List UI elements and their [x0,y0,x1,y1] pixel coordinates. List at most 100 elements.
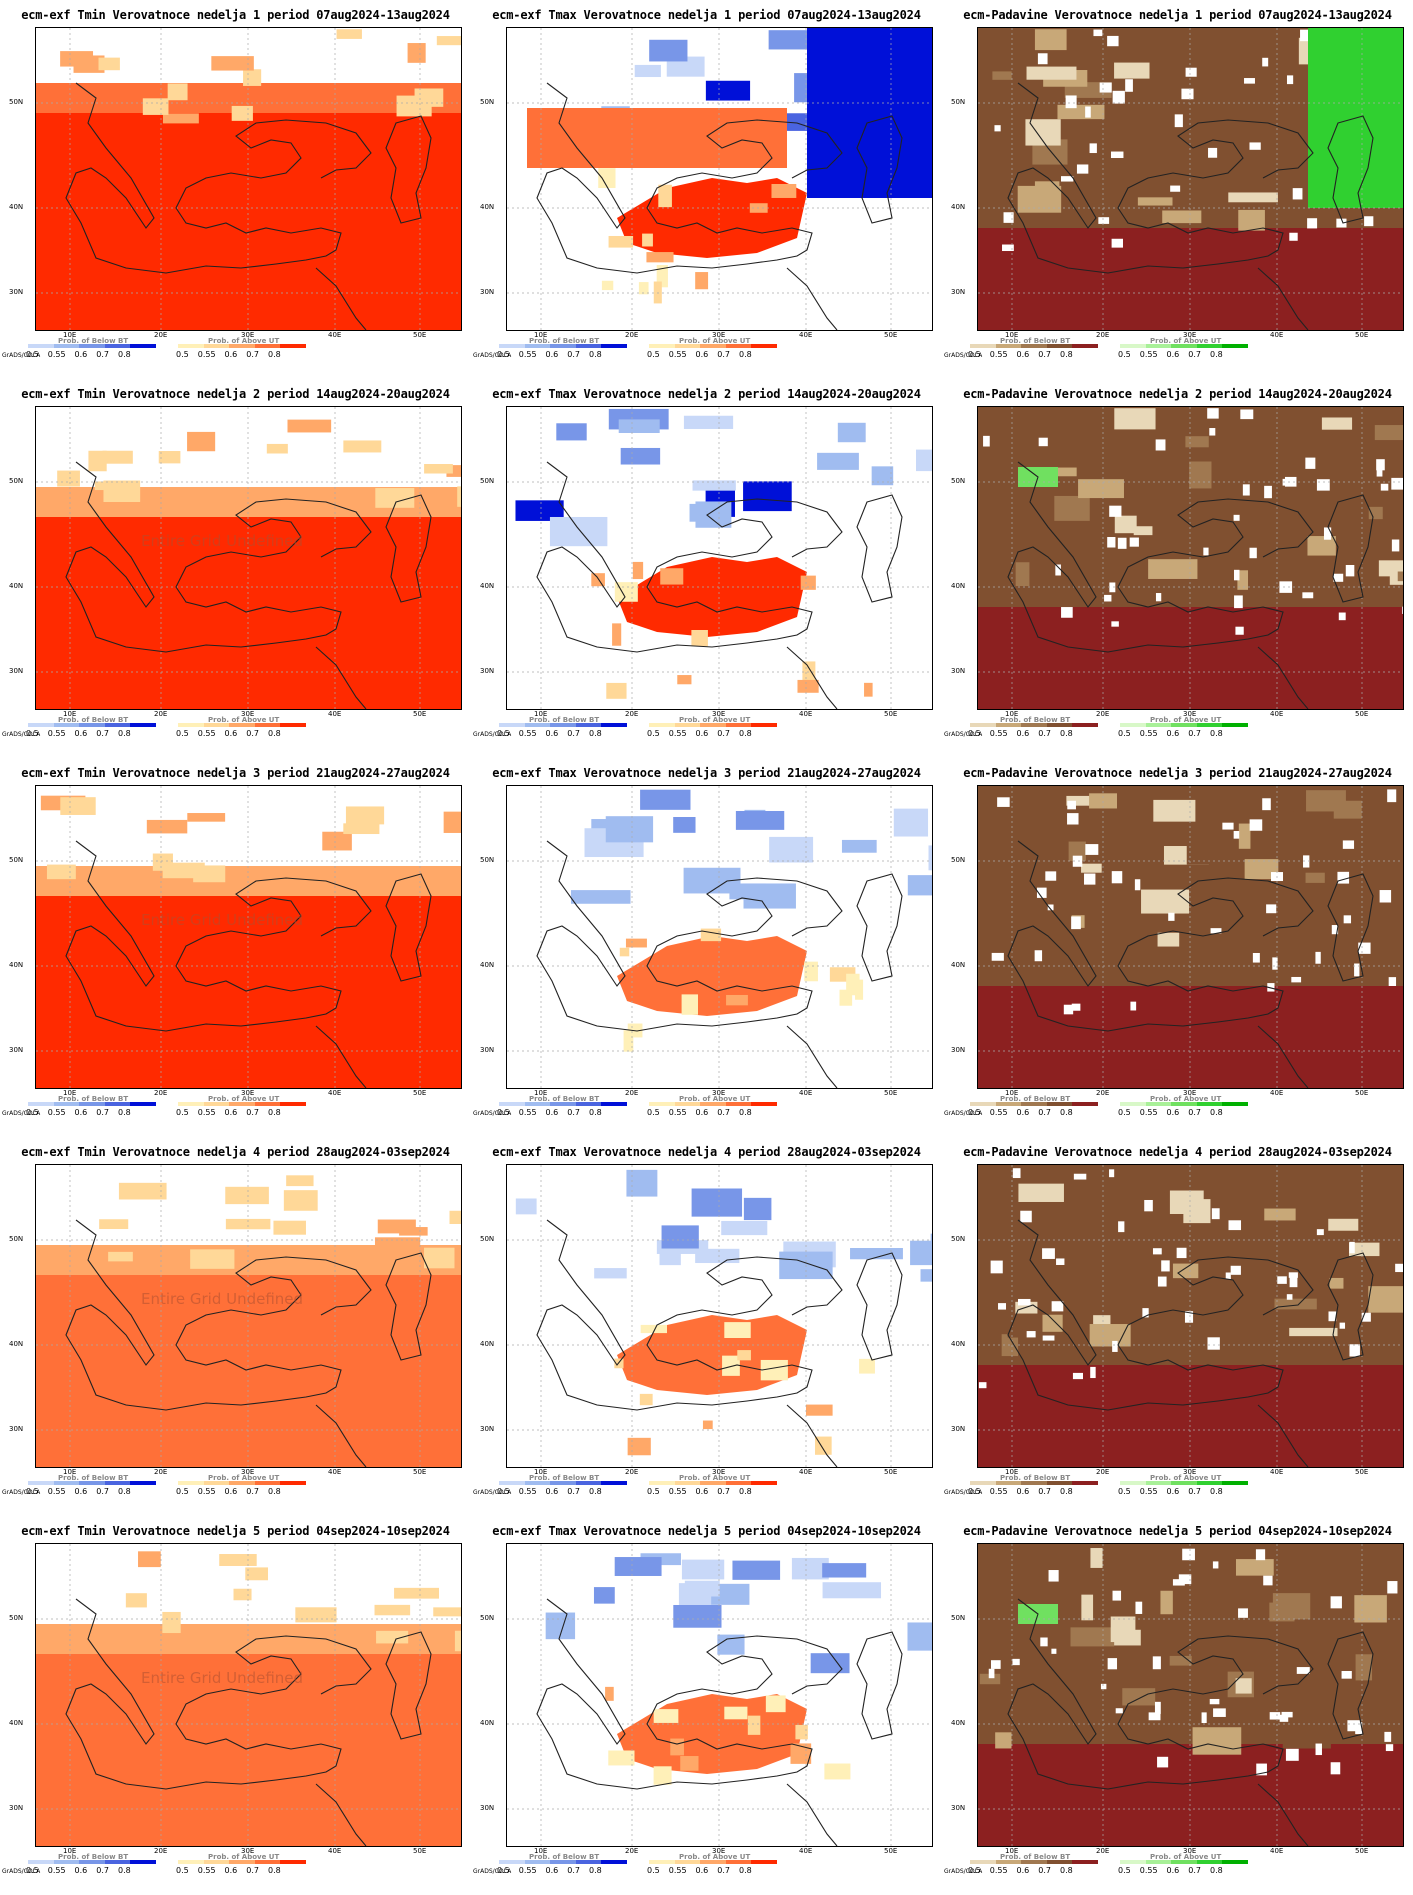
legend-color-bar [1120,344,1248,348]
legend-swatch [280,344,306,348]
legend-tick-label: 0.8 [1210,1866,1223,1875]
legend-swatch [1046,1481,1073,1485]
legend-swatch [1145,344,1172,348]
map-canvas [507,1165,932,1467]
legend-swatch [1171,1481,1197,1485]
legend-title: Prob. of Below BT [1000,1474,1071,1482]
map-patch [683,415,734,429]
legend-swatch [700,723,726,727]
undefined-grid-note: Entire Grid Undefined [141,1669,304,1687]
legend-ticks: 0.5 0.55 0.6 0.7 0.8 [26,1487,140,1496]
map-patch [1235,1559,1274,1576]
lon-label: 30E [712,710,726,718]
legend-swatch [995,1481,1022,1485]
legend-ticks: 0.5 0.55 0.6 0.7 0.8 [1118,1108,1232,1117]
legend-swatch [499,344,525,348]
legend-title: Prob. of Above UT [1150,337,1222,345]
legend-tick-label: 0.7 [567,1108,581,1117]
legend-tick-label: 0.7 [717,1108,731,1117]
map-patch [1114,515,1137,534]
map-patch [1300,29,1313,42]
lon-label: 20E [1096,331,1110,339]
lat-label: 50N [951,98,966,106]
map-patch [1040,1637,1048,1647]
legend-tick-label: 0.5 [1118,1108,1131,1117]
legend-title: Prob. of Above UT [208,1095,280,1103]
legend-swatch [229,723,255,727]
legend-color-bar [28,1860,156,1864]
map-patch [673,1604,722,1628]
map-patch [1070,1627,1115,1647]
legend-swatch [700,344,726,348]
legend-swatch [1046,723,1073,727]
legend-swatch [601,1860,627,1864]
legend-tick-label: 0.5 [647,1108,660,1117]
lat-label: 30N [480,288,495,296]
legend-swatch [254,1860,281,1864]
caspian-coastline [385,115,432,224]
grads-credit: GrADS/COLA [473,352,512,359]
legend-tick-label: 0.7 [96,1108,110,1117]
lon-label: 20E [154,710,168,718]
red-sea-coastline [315,1783,367,1846]
map-patch [1112,1590,1122,1601]
map-patch [640,789,691,810]
caspian-coastline [385,1252,432,1361]
map-patch [769,836,814,863]
forecast-panel: ecm-exf Tmin Verovatnoce nedelja 3 perio… [0,758,471,1137]
map-patch [549,516,608,547]
map-patch [1368,1286,1403,1313]
map-patch [108,1251,133,1262]
legend-title: Prob. of Below BT [58,1095,129,1103]
legend-swatch [1171,1102,1197,1106]
forecast-panel: ecm-exf Tmin Verovatnoce nedelja 4 perio… [0,1137,471,1516]
legend-ticks: 0.5 0.55 0.6 0.7 0.8 [647,1487,761,1496]
map-patch [649,39,688,62]
coastline [65,840,372,1032]
lat-label: 30N [9,1046,24,1054]
legend-swatch [229,1102,255,1106]
legend-swatch [104,1102,131,1106]
map-patch [225,1218,271,1230]
coastline [65,1598,372,1790]
map-patch [1281,505,1314,515]
map-patch [1191,41,1236,50]
legend-tick-label: 0.5 [647,729,660,738]
map-patch [1047,904,1054,911]
map-canvas [36,28,461,330]
legend-swatch [229,344,255,348]
panel-title: ecm-exf Tmin Verovatnoce nedelja 5 perio… [21,1524,450,1538]
map-patch [1255,1549,1266,1561]
lon-label: 40E [1270,710,1284,718]
map-patch [724,1706,748,1720]
map-patch [1207,408,1219,419]
map-patch [1168,912,1175,921]
legend-tick-label: 0.8 [268,1108,281,1117]
legend-swatch [1046,1102,1073,1106]
legend-swatch [1120,1481,1146,1485]
panel-title: ecm-Padavine Verovatnoce nedelja 1 perio… [963,8,1392,22]
map-patch [1364,216,1374,227]
legend-tick-label: 0.8 [1060,350,1073,359]
legend-color-bar [970,1102,1098,1106]
caspian-coastline [856,494,903,603]
legend-tick-label: 0.5 [497,729,510,738]
map-patch [1207,1337,1220,1350]
lon-label: 50E [413,331,427,339]
map-patch [1130,1001,1137,1011]
map-patch [1055,564,1061,576]
map-patch [231,105,253,121]
map-patch [1155,439,1166,451]
lat-label: 40N [9,203,24,211]
map-patch [1262,57,1269,67]
map-patch [593,1587,615,1604]
legend-title: Prob. of Below BT [58,716,129,724]
legend-swatch [178,1860,204,1864]
map-patch [1262,798,1271,811]
map-patch [642,233,653,247]
legend-swatch [79,1860,105,1864]
legend-swatch [995,1860,1022,1864]
legend-tick-label: 0.8 [1060,729,1073,738]
legend-tick-label: 0.5 [176,1487,189,1496]
map-patch [142,98,169,115]
